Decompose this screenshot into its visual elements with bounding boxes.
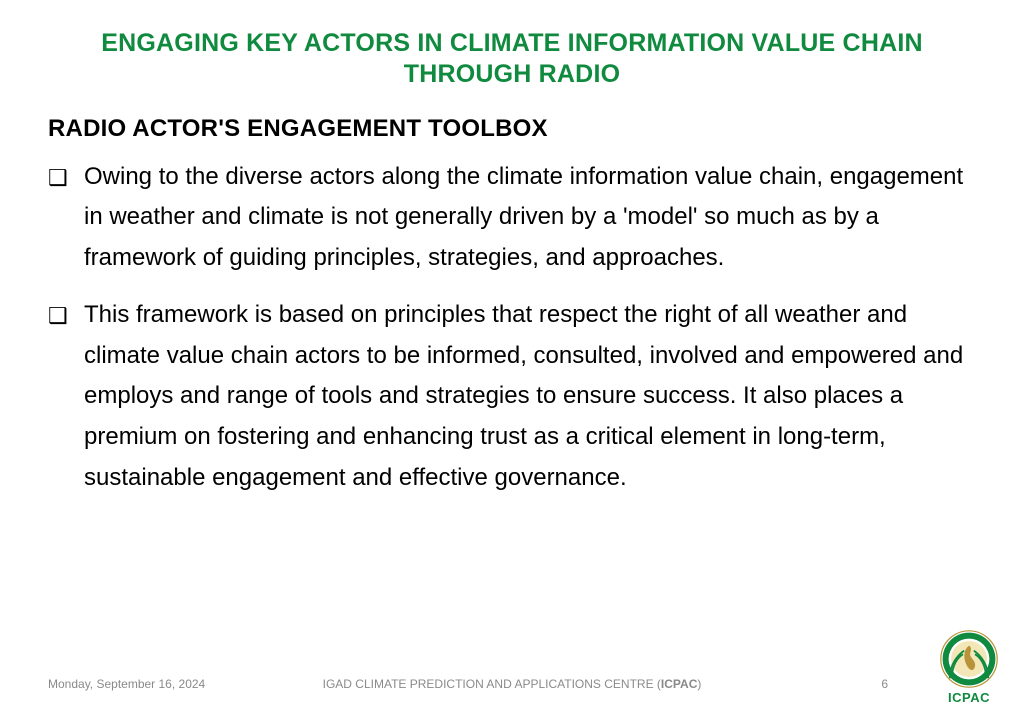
bullet-item: Owing to the diverse actors along the cl…	[48, 157, 976, 279]
bullet-list: Owing to the diverse actors along the cl…	[48, 157, 976, 499]
slide-title: ENGAGING KEY ACTORS IN CLIMATE INFORMATI…	[48, 28, 976, 91]
section-subtitle: RADIO ACTOR'S ENGAGEMENT TOOLBOX	[48, 115, 976, 143]
footer-date: Monday, September 16, 2024	[48, 677, 205, 691]
bullet-item: This framework is based on principles th…	[48, 295, 976, 499]
slide: ENGAGING KEY ACTORS IN CLIMATE INFORMATI…	[0, 0, 1024, 709]
footer-org: IGAD CLIMATE PREDICTION AND APPLICATIONS…	[323, 677, 702, 691]
logo-icon	[939, 629, 999, 689]
icpac-logo: ICPAC	[936, 629, 1002, 705]
logo-label: ICPAC	[948, 690, 990, 705]
slide-footer: Monday, September 16, 2024 IGAD CLIMATE …	[0, 677, 1024, 691]
page-number: 6	[881, 677, 888, 691]
